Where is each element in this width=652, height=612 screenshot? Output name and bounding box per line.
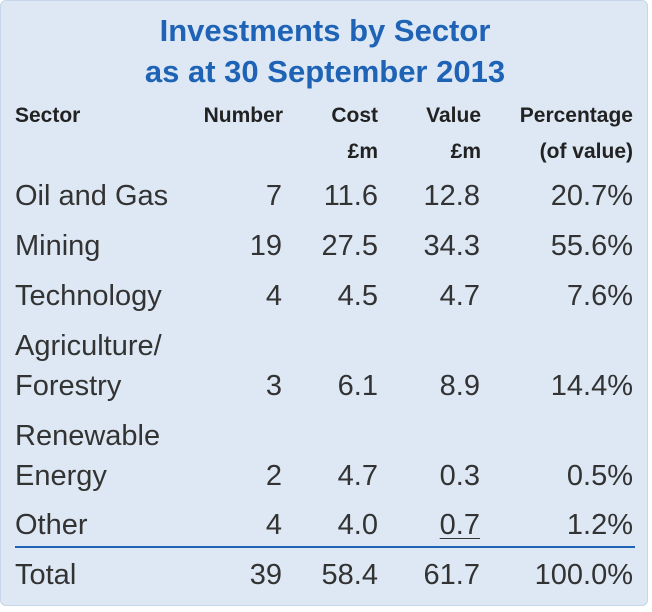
row-agriculture-cost: 6.1 (337, 370, 378, 402)
row-oil-gas-sector: Oil and Gas (15, 180, 169, 212)
row-mining-percentage: 55.6% (550, 230, 633, 262)
total-percentage: 100.0% (534, 559, 633, 591)
row-agriculture-number: 3 (265, 370, 282, 402)
row-technology-percentage: 7.6% (566, 280, 633, 312)
total-number: 39 (249, 559, 282, 591)
row-mining-sector: Mining (15, 230, 101, 262)
row-oil-gas-number: 7 (265, 180, 282, 212)
header-cost-unit: £m (347, 140, 378, 163)
row-renewable-cost: 4.7 (337, 460, 378, 492)
row-renewable-percentage: 0.5% (566, 460, 633, 492)
table-title-line1: Investments by Sector (159, 13, 491, 48)
header-sector: Sector (15, 104, 81, 127)
row-agriculture-sector-line2: Forestry (15, 370, 122, 402)
header-number: Number (203, 104, 283, 127)
row-other-cost: 4.0 (337, 509, 378, 541)
row-technology-cost: 4.5 (337, 280, 378, 312)
row-other-sector: Other (15, 509, 88, 541)
row-oil-gas-cost: 11.6 (323, 180, 378, 212)
row-other-value: 0.7 (439, 509, 480, 541)
header-cost: Cost (331, 104, 378, 127)
header-percentage-sub: (of value) (539, 140, 633, 163)
row-mining-cost: 27.5 (321, 230, 378, 262)
table-title-line2: as at 30 September 2013 (144, 54, 506, 89)
row-renewable-sector-line2: Energy (15, 460, 107, 492)
row-agriculture-value: 8.9 (439, 370, 480, 402)
row-mining-value: 34.3 (423, 230, 480, 262)
row-technology-number: 4 (265, 280, 282, 312)
row-renewable-value: 0.3 (439, 460, 480, 492)
header-value-unit: £m (450, 140, 481, 163)
row-oil-gas-value: 12.8 (423, 180, 480, 212)
total-divider (15, 546, 635, 548)
header-value: Value (426, 104, 481, 127)
row-technology-sector: Technology (15, 280, 162, 312)
total-label: Total (15, 559, 77, 591)
row-renewable-number: 2 (265, 460, 282, 492)
row-other-number: 4 (265, 509, 282, 541)
row-agriculture-sector-line1: Agriculture/ (15, 330, 162, 362)
row-other-percentage: 1.2% (566, 509, 633, 541)
header-percentage: Percentage (519, 104, 633, 127)
row-mining-number: 19 (249, 230, 282, 262)
row-oil-gas-percentage: 20.7% (550, 180, 633, 212)
row-technology-value: 4.7 (439, 280, 480, 312)
total-value: 61.7 (423, 559, 480, 591)
row-renewable-sector-line1: Renewable (15, 420, 161, 452)
row-agriculture-percentage: 14.4% (550, 370, 633, 402)
total-cost: 58.4 (321, 559, 378, 591)
